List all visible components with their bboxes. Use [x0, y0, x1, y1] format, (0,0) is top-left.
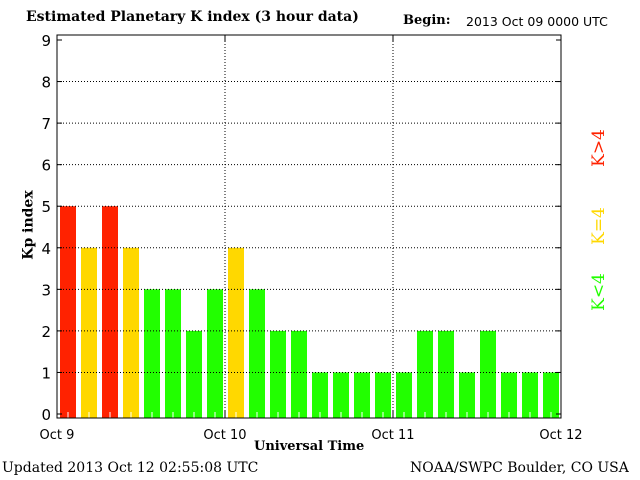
updated-timestamp: Updated 2013 Oct 12 02:55:08 UTC: [2, 460, 259, 476]
bar: [501, 372, 517, 418]
x-tick-label: Oct 11: [371, 428, 414, 443]
y-tick-label: 1: [41, 364, 51, 382]
bar: [522, 372, 538, 418]
bar: [375, 372, 391, 418]
bar: [543, 372, 559, 418]
bar: [270, 330, 286, 418]
bar: [81, 247, 97, 418]
legend-low: K<4: [588, 273, 609, 311]
x-tick-label: Oct 12: [539, 428, 582, 443]
bar: [354, 372, 370, 418]
bar: [333, 372, 349, 418]
bar: [60, 206, 76, 418]
y-tick-label: 4: [41, 240, 51, 258]
bar: [480, 330, 496, 418]
y-tick-label: 5: [41, 198, 51, 216]
begin-label: Begin:: [403, 13, 451, 28]
bar: [396, 372, 412, 418]
bar: [144, 289, 160, 418]
legend-high: K>4: [588, 129, 609, 167]
bar: [438, 330, 454, 418]
bar: [291, 330, 307, 418]
begin-value: 2013 Oct 09 0000 UTC: [466, 14, 608, 29]
y-tick-label: 8: [41, 74, 51, 92]
chart-title: Estimated Planetary K index (3 hour data…: [26, 9, 359, 25]
plot-frame: [56, 34, 562, 419]
bar: [249, 289, 265, 418]
bar: [207, 289, 223, 418]
source-credit: NOAA/SWPC Boulder, CO USA: [410, 460, 629, 476]
bar: [186, 330, 202, 418]
bar: [123, 247, 139, 418]
y-axis-label: Kp index: [20, 190, 37, 260]
y-tick-label: 0: [41, 406, 51, 424]
y-tick-label: 6: [41, 157, 51, 175]
bar: [312, 372, 328, 418]
bar: [165, 289, 181, 418]
y-tick-label: 3: [41, 281, 51, 299]
bar: [228, 247, 244, 418]
x-axis-label: Universal Time: [254, 439, 365, 454]
y-tick-label: 2: [41, 323, 51, 341]
x-tick-label: Oct 9: [40, 428, 75, 443]
bar: [417, 330, 433, 418]
y-tick-label: 9: [41, 32, 51, 50]
y-tick-label: 7: [41, 115, 51, 133]
bar: [459, 372, 475, 418]
x-tick-label: Oct 10: [203, 428, 246, 443]
legend-equal: K=4: [588, 207, 609, 245]
bar: [102, 206, 118, 418]
